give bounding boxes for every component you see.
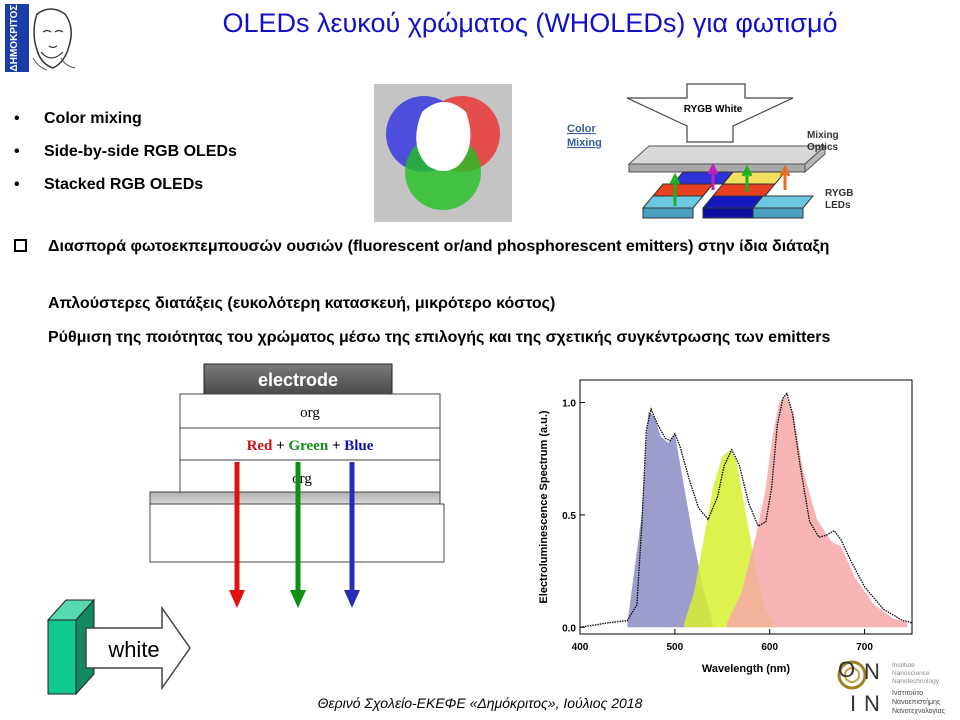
y-ticks: 0.0 0.5 1.0 [562,398,585,634]
x-ticks: 400 500 600 700 [572,629,873,653]
series-layer [579,392,913,628]
plot-frame [579,379,913,635]
paragraph-simpler: Απλούστερες διατάξεις (ευκολότερη κατασκ… [48,295,556,312]
logo-line-3: Nanotechnology [892,678,940,685]
logo-letter-i: I [850,691,856,716]
logo-line-5: Νανοεπιστήμης [892,699,941,706]
logo-line-1: Institute [892,662,915,669]
logo-letter-o: O [838,657,855,682]
logo-spiral-icon [837,660,867,690]
spectrum-series-3 [579,392,913,628]
logo-letter-n-2: N [864,691,880,716]
x-tick-label-0: 400 [572,642,589,653]
rygb-white-label: RYGB White [684,104,743,115]
leds-label-2: LEDs [825,200,851,211]
slide-title: OLEDs λευκού χρώματος (WHOLEDs) για φωτι… [222,8,838,38]
emission-arrows-rgb [229,462,360,608]
y-tick-label-2: 1.0 [562,398,576,409]
mixing-label: Mixing [567,137,602,149]
demokritos-logo: ΔΗΜΟΚΡΙΤΟΣ [3,2,83,74]
org-top-label: org [300,405,320,421]
x-tick-label-2: 600 [761,642,778,653]
bullet-color-mixing: • Color mixing [14,110,142,127]
org-bottom-label: org [292,471,312,487]
color-label: Color [567,123,596,135]
rgb-mixing-circles [374,84,512,222]
electrode-label: electrode [258,370,338,390]
white-label: white [107,637,159,662]
x-axis-label: Wavelength (nm) [702,663,791,675]
rygb-mixing-diagram: RYGB White Color Mixing Mixing Optics RY… [567,83,854,219]
logo-line-2: Nanoscience [892,670,930,677]
footer-text: Θερινό Σχολείο-ΕΚΕΦΕ «Δημόκριτος», Ιούλι… [317,695,643,711]
white-arrow-icon [85,605,191,691]
emission-arrows [669,162,791,206]
bullet-stacked: • Stacked RGB OLEDs [14,176,204,193]
checkbox-bullet-icon [14,239,27,252]
y-axis-label: Electroluminescence Spectrum (a.u.) [538,410,550,604]
logo-letter-n-1: N [864,659,880,684]
leds-label-1: RYGB [825,188,854,199]
spectrum-series-0 [627,411,713,628]
logo-face-drawing [32,8,76,71]
logo-line-4: Ινστιτούτο [892,689,923,697]
optics-label-1: Mixing [807,130,839,141]
rgb-emitter-label: Red + Green + Blue [247,438,374,454]
logo-text: ΔΗΜΟΚΡΙΤΟΣ [9,5,20,72]
bullet-side-by-side: • Side-by-side RGB OLEDs [14,143,237,160]
electroluminescence-spectrum-chart: 400 500 600 700 0.0 0.5 1.0 Wavelength (nm) E… [538,379,913,675]
logo-line-6: Νανοτεχνολογίας [892,707,946,715]
y-tick-label-1: 0.5 [562,511,576,522]
optics-label-2: Optics [807,142,839,153]
white-light-panel-icon [46,598,96,696]
institute-logo: O N I N Institute Nanoscience Nanotechno… [837,657,946,716]
x-tick-label-1: 500 [667,642,684,653]
x-tick-label-3: 700 [856,642,873,653]
spectrum-series-2 [727,395,908,628]
y-tick-label-0: 0.0 [562,623,576,634]
paragraph-emitters: Διασπορά φωτοεκπεμπουσών ουσιών (fluores… [48,238,830,255]
paragraph-color-tuning: Ρύθμιση της ποιότητας του χρώματος μέσω … [48,329,831,346]
stacked-oled-diagram: electrode org Red + Green + Blue org whi… [46,363,445,696]
